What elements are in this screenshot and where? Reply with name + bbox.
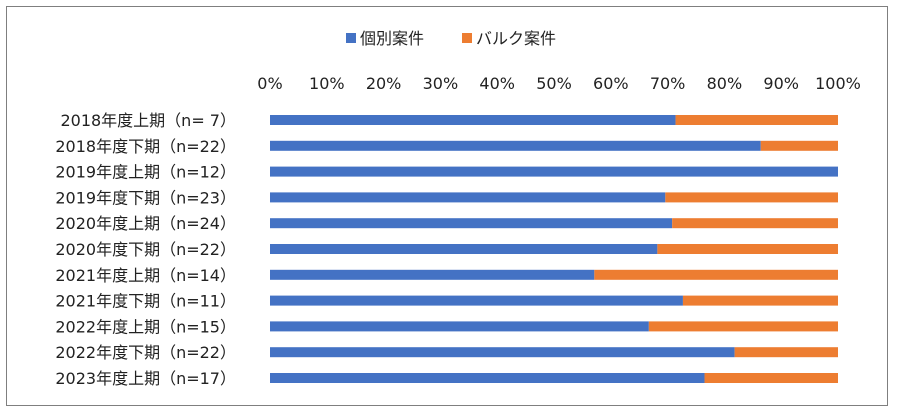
chart-frame [6,6,888,406]
x-tick-label: 20% [366,74,402,93]
bar-segment-bulk [657,244,838,254]
bar-segment-bulk [672,218,838,229]
bar-segment-bulk [665,192,838,203]
x-tick-label: 0% [257,74,282,93]
x-tick-label: 90% [763,74,799,93]
bar-segment-individual [270,373,705,383]
bar-segment-individual [270,347,735,358]
x-tick-label: 50% [536,74,572,93]
bar-segment-individual [270,115,676,125]
x-tick-label: 30% [423,74,459,93]
x-tick-label: 40% [479,74,515,93]
category-label: 2021年度下期（n=11） [55,292,236,311]
x-tick-label: 10% [309,74,345,93]
x-axis-ticks: 0% 10% 20% 30% 40% 50% 60% 70% 80% 90% 100% [257,74,861,93]
category-label: 2022年度上期（n=15） [55,317,236,336]
legend: 個別案件 バルク案件 [346,29,556,48]
bar-segment-individual [270,192,666,203]
bar-segment-individual [270,140,761,151]
bar-segment-bulk [760,140,838,151]
category-label: 2020年度上期（n=24） [55,214,236,233]
bar-segment-bulk [682,295,838,306]
category-label: 2019年度上期（n=12） [55,163,236,182]
category-label: 2019年度下期（n=23） [55,188,236,207]
legend-swatch-1 [346,33,356,43]
bar-segment-bulk [704,373,838,383]
category-label: 2018年度下期（n=22） [55,137,236,156]
x-tick-label: 100% [815,74,861,93]
legend-label-2: バルク案件 [476,29,556,48]
category-label: 2022年度下期（n=22） [55,343,236,362]
category-labels: 2018年度上期（n= 7） 2018年度下期（n=22） 2019年度上期（n=1… [55,111,236,388]
bar-segment-bulk [648,321,838,332]
legend-swatch-2 [462,33,472,43]
bar-segment-individual [270,269,595,280]
bar-segment-individual [270,244,658,254]
x-tick-label: 80% [707,74,743,93]
bar-segment-bulk [675,115,838,125]
bar-segment-individual [270,295,683,306]
bar-segment-individual [270,321,649,332]
legend-label-1: 個別案件 [360,29,424,48]
bar-segment-bulk [734,347,838,358]
category-label: 2023年度上期（n=17） [55,369,236,388]
bar-segment-bulk [594,269,838,280]
x-tick-label: 70% [650,74,686,93]
bars [270,115,838,383]
bar-segment-individual [270,166,838,177]
x-tick-label: 60% [593,74,629,93]
category-label: 2020年度下期（n=22） [55,240,236,259]
bar-segment-individual [270,218,673,229]
category-label: 2021年度上期（n=14） [55,266,236,285]
category-label: 2018年度上期（n= 7） [60,111,236,130]
